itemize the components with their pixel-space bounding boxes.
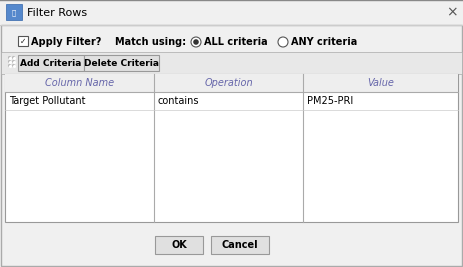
Text: Column Name: Column Name bbox=[45, 78, 114, 88]
Bar bbox=[155, 236, 203, 254]
Bar bbox=[6, 4, 22, 20]
Bar bbox=[84, 55, 159, 71]
Text: ALL criteria: ALL criteria bbox=[204, 37, 268, 47]
Bar bbox=[5, 74, 458, 92]
Text: Delete Criteria: Delete Criteria bbox=[84, 58, 159, 68]
Text: PM25-PRI: PM25-PRI bbox=[307, 96, 353, 106]
Text: Cancel: Cancel bbox=[222, 240, 258, 250]
Bar bbox=[211, 236, 269, 254]
Text: Filter Rows: Filter Rows bbox=[27, 8, 87, 18]
Text: Apply Filter?: Apply Filter? bbox=[31, 37, 101, 47]
Text: Value: Value bbox=[367, 78, 394, 88]
Bar bbox=[0, 0, 463, 25]
Circle shape bbox=[278, 37, 288, 47]
Text: ×: × bbox=[446, 5, 458, 19]
Bar bbox=[18, 36, 28, 46]
Text: Operation: Operation bbox=[204, 78, 253, 88]
Text: Add Criteria: Add Criteria bbox=[20, 58, 81, 68]
Bar bbox=[18, 55, 84, 71]
Circle shape bbox=[193, 39, 199, 45]
Bar bbox=[5, 74, 458, 222]
Circle shape bbox=[191, 37, 201, 47]
Text: ANY criteria: ANY criteria bbox=[291, 37, 357, 47]
Text: ✓: ✓ bbox=[20, 37, 26, 45]
Text: Target Pollutant: Target Pollutant bbox=[9, 96, 86, 106]
Text: contains: contains bbox=[158, 96, 200, 106]
Bar bbox=[1, 52, 462, 74]
Text: Match using:: Match using: bbox=[115, 37, 186, 47]
Text: 🐦: 🐦 bbox=[12, 10, 16, 16]
Text: OK: OK bbox=[171, 240, 187, 250]
